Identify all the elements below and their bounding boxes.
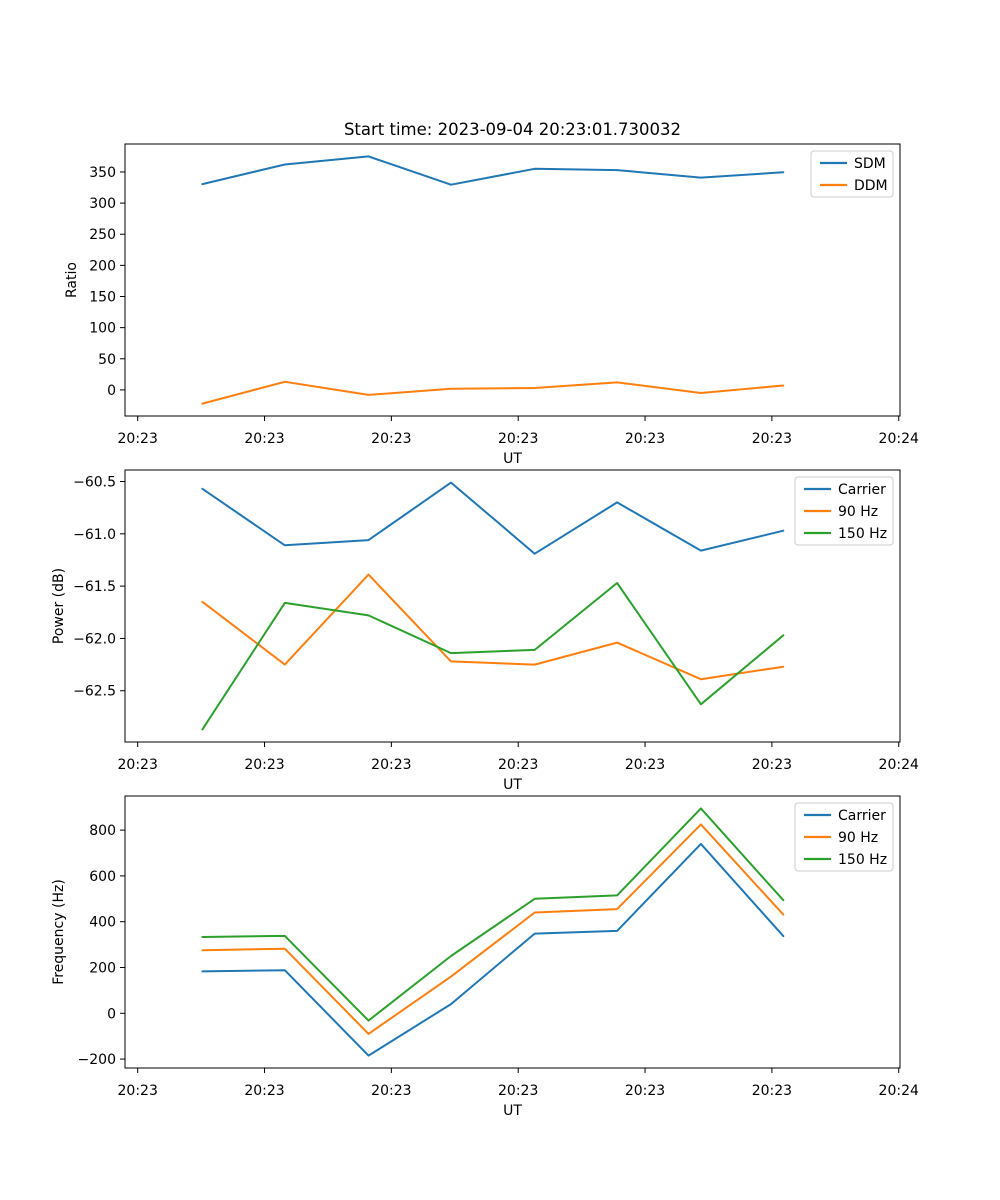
y-tick-label: 600 bbox=[89, 869, 116, 885]
y-tick-label: 100 bbox=[89, 321, 116, 337]
y-tick-label: 400 bbox=[89, 915, 116, 931]
y-tick-label: 200 bbox=[89, 258, 116, 274]
legend-label-90-hz: 90 Hz bbox=[838, 830, 878, 846]
x-axis-label: UT bbox=[503, 1103, 522, 1119]
line-150-hz bbox=[201, 582, 785, 731]
x-tick-label: 20:24 bbox=[879, 431, 919, 447]
x-tick-label: 20:23 bbox=[752, 431, 792, 447]
y-tick-label: −200 bbox=[78, 1052, 116, 1068]
y-axis-label: Power (dB) bbox=[51, 568, 67, 644]
plot-area-border bbox=[124, 143, 901, 417]
y-tick-label: 0 bbox=[107, 1006, 116, 1022]
y-tick-label: −61.5 bbox=[73, 579, 116, 595]
x-tick-label: 20:23 bbox=[118, 757, 158, 773]
y-tick-label: 150 bbox=[89, 290, 116, 306]
x-tick-label: 20:23 bbox=[625, 431, 665, 447]
line-ddm bbox=[201, 380, 785, 405]
x-tick-label: 20:23 bbox=[498, 1083, 538, 1099]
x-tick-label: 20:23 bbox=[498, 431, 538, 447]
line-carrier bbox=[201, 481, 785, 555]
y-tick-label: 200 bbox=[89, 960, 116, 976]
y-tick-label: 300 bbox=[89, 196, 116, 212]
legend-box bbox=[794, 476, 894, 546]
subplot-frequency: 20:23 20:23 20:23 20:23 20:23 20:23 20:24 −200 0… bbox=[51, 795, 919, 1119]
plot-area-border bbox=[124, 795, 901, 1069]
legend-label-150-hz: 150 Hz bbox=[838, 852, 887, 868]
y-tick-label: −61.0 bbox=[73, 527, 116, 543]
x-tick-label: 20:23 bbox=[244, 431, 284, 447]
legend-box bbox=[794, 802, 894, 872]
subplot-ratio: 20:23 20:23 20:23 20:23 20:23 20:23 20:24 0 50 10… bbox=[64, 143, 919, 467]
legend-label-carrier: Carrier bbox=[838, 482, 886, 498]
line-90-hz bbox=[201, 573, 785, 681]
x-tick-label: 20:23 bbox=[625, 1083, 665, 1099]
y-axis-label: Frequency (Hz) bbox=[51, 879, 67, 985]
line-90-hz bbox=[201, 823, 785, 1035]
x-tick-label: 20:23 bbox=[371, 431, 411, 447]
y-tick-label: −62.0 bbox=[73, 631, 116, 647]
y-axis-label: Ratio bbox=[64, 262, 80, 298]
y-tick-label: 800 bbox=[89, 823, 116, 839]
x-tick-label: 20:23 bbox=[752, 757, 792, 773]
y-tick-label: −62.5 bbox=[73, 684, 116, 700]
legend-label-sdm: SDM bbox=[854, 156, 886, 172]
x-tick-label: 20:23 bbox=[498, 757, 538, 773]
line-150-hz bbox=[201, 807, 785, 1022]
x-tick-label: 20:24 bbox=[879, 757, 919, 773]
y-tick-label: 50 bbox=[98, 352, 116, 368]
x-tick-label: 20:23 bbox=[371, 757, 411, 773]
subplot-power: 20:23 20:23 20:23 20:23 20:23 20:23 20:24 −62.5… bbox=[51, 469, 919, 793]
x-tick-label: 20:23 bbox=[244, 757, 284, 773]
legend: Carrier 90 Hz 150 Hz bbox=[794, 476, 894, 546]
x-axis-label: UT bbox=[503, 777, 522, 793]
legend-label-150-hz: 150 Hz bbox=[838, 526, 887, 542]
plot-area-border bbox=[124, 469, 901, 743]
line-carrier bbox=[201, 842, 785, 1057]
x-tick-label: 20:23 bbox=[118, 431, 158, 447]
y-tick-label: 350 bbox=[89, 165, 116, 181]
x-tick-label: 20:24 bbox=[879, 1083, 919, 1099]
legend: SDM DDM bbox=[810, 150, 894, 198]
x-tick-label: 20:23 bbox=[118, 1083, 158, 1099]
x-tick-label: 20:23 bbox=[752, 1083, 792, 1099]
line-sdm bbox=[201, 155, 785, 186]
legend-label-90-hz: 90 Hz bbox=[838, 504, 878, 520]
figure-title: Start time: 2023-09-04 20:23:01.730032 bbox=[343, 120, 682, 139]
x-tick-label: 20:23 bbox=[371, 1083, 411, 1099]
x-axis-label: UT bbox=[503, 451, 522, 467]
x-tick-label: 20:23 bbox=[244, 1083, 284, 1099]
x-tick-label: 20:23 bbox=[625, 757, 665, 773]
y-tick-label: 0 bbox=[107, 383, 116, 399]
y-tick-label: 250 bbox=[89, 227, 116, 243]
y-tick-label: −60.5 bbox=[73, 475, 116, 491]
legend: Carrier 90 Hz 150 Hz bbox=[794, 802, 894, 872]
legend-label-carrier: Carrier bbox=[838, 808, 886, 824]
legend-label-ddm: DDM bbox=[854, 178, 888, 194]
